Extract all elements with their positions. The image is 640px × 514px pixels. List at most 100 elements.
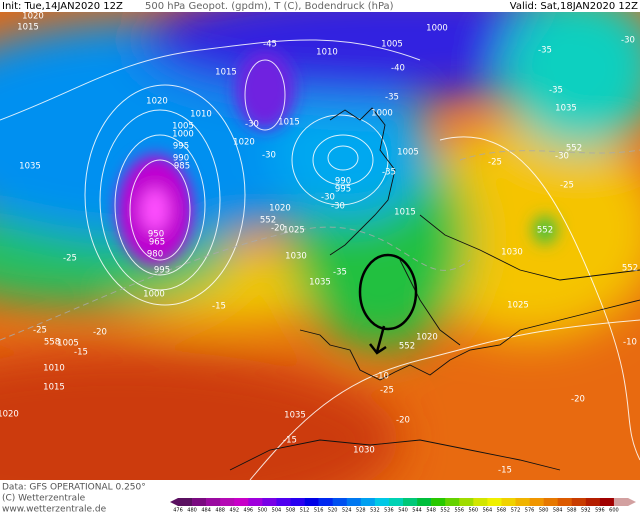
- data-source: Data: GFS OPERATIONAL 0.250°: [2, 483, 146, 493]
- colorbar-swatch: [599, 498, 615, 506]
- contour-label: 950: [148, 230, 164, 240]
- url: www.wetterzentrale.de: [2, 505, 107, 514]
- colorbar-swatch: [360, 498, 376, 506]
- colorbar-label: 540: [398, 508, 408, 514]
- colorbar-label: 528: [356, 508, 366, 514]
- colorbar-arrow-right: [628, 498, 636, 506]
- colorbar-swatch: [290, 498, 305, 506]
- colorbar-swatch: [248, 498, 263, 506]
- contour-label: -30: [262, 151, 276, 161]
- contour-label: -30: [331, 202, 345, 212]
- colorbar-swatch: [332, 498, 348, 506]
- colorbar: 476 480 484 488 492 496 500 504 508 512 516 520 524 5…: [170, 498, 636, 514]
- contour-label: -30: [321, 193, 335, 203]
- contour-label: 1015: [215, 68, 237, 78]
- colorbar-label: 584: [553, 508, 563, 514]
- colorbar-arrow-left: [170, 498, 178, 506]
- valid-text: Valid: Sat,18JAN2020 12Z: [510, 1, 638, 12]
- contour-label: 985: [174, 162, 190, 172]
- contour-label: 1005: [397, 148, 419, 158]
- colorbar-swatch: [346, 498, 362, 506]
- colorbar-label: 544: [412, 508, 422, 514]
- colorbar-swatch: [388, 498, 404, 506]
- colorbar-swatch: [431, 498, 446, 506]
- contour-label: -10: [623, 338, 637, 348]
- contour-label: -25: [63, 254, 77, 264]
- colorbar-swatch: [515, 498, 530, 506]
- colorbar-label: 524: [342, 508, 352, 514]
- contour-label: -35: [385, 93, 399, 103]
- contour-label: 1005: [381, 40, 403, 50]
- contour-label: 1010: [190, 110, 212, 120]
- colorbar-label: 504: [272, 508, 282, 514]
- colorbar-swatch: [557, 498, 573, 506]
- colorbar-label: 572: [511, 508, 521, 514]
- contour-label: -35: [549, 86, 563, 96]
- contour-label: -20: [571, 395, 585, 405]
- colorbar-swatch: [220, 498, 235, 506]
- contour-label: 1020: [146, 97, 168, 107]
- contour-label: -15: [498, 466, 512, 476]
- contour-label: -30: [555, 152, 569, 162]
- colorbar-swatch: [374, 498, 390, 506]
- contour-label: 1005: [172, 122, 194, 132]
- contour-label: 552: [622, 264, 638, 274]
- colorbar-label: 520: [328, 508, 338, 514]
- colorbar-swatch: [178, 498, 193, 506]
- contour-label: 1000: [371, 109, 393, 119]
- contour-label: -30: [245, 120, 259, 130]
- colorbar-swatch: [501, 498, 516, 506]
- contour-label: -25: [33, 326, 47, 336]
- colorbar-swatch: [473, 498, 488, 506]
- colorbar-label: 560: [469, 508, 479, 514]
- colorbar-swatch: [304, 498, 319, 506]
- contour-label: -25: [560, 181, 574, 191]
- contour-label: -35: [538, 46, 552, 56]
- contour-label: 1035: [19, 162, 41, 172]
- contour-label: 990: [173, 154, 189, 164]
- contour-label: 995: [154, 266, 170, 276]
- contour-label: 1015: [17, 23, 39, 33]
- colorbar-swatch: [613, 498, 629, 506]
- contour-label: -20: [93, 328, 107, 338]
- colorbar-label: 480: [187, 508, 197, 514]
- colorbar-swatch: [585, 498, 601, 506]
- contour-label: 1020: [22, 12, 44, 22]
- contour-label: 1000: [143, 290, 165, 300]
- colorbar-label: 476: [173, 508, 183, 514]
- contour-label: 552: [537, 226, 553, 236]
- colorbar-label: 508: [286, 508, 296, 514]
- contour-label: -20: [271, 224, 285, 234]
- colorbar-swatch: [529, 498, 544, 506]
- colorbar-label: 548: [426, 508, 436, 514]
- contour-label: -40: [391, 64, 405, 74]
- contour-label: 1025: [507, 301, 529, 311]
- colorbar-label: 516: [314, 508, 324, 514]
- contour-label: 1020: [269, 204, 291, 214]
- contour-label: -25: [488, 158, 502, 168]
- colorbar-label: 536: [384, 508, 394, 514]
- contour-label: 552: [399, 342, 415, 352]
- colorbar-label: 580: [539, 508, 549, 514]
- contour-label: -25: [380, 386, 394, 396]
- map-title: 500 hPa Geopot. (gpdm), T (C), Bodendruc…: [145, 1, 394, 12]
- contour-label: 1005: [57, 339, 79, 349]
- contour-label: 1010: [316, 48, 338, 58]
- contour-label: -35: [382, 168, 396, 178]
- contour-label: 552: [260, 216, 276, 226]
- contour-label: -45: [263, 40, 277, 50]
- colorbar-swatch: [459, 498, 474, 506]
- colorbar-swatch: [234, 498, 249, 506]
- colorbar-label: 568: [497, 508, 507, 514]
- contour-label: 965: [149, 238, 165, 248]
- colorbar-label: 592: [581, 508, 591, 514]
- contour-label: -35: [333, 268, 347, 278]
- contour-label: -10: [375, 372, 389, 382]
- contour-label: 1030: [501, 248, 523, 258]
- contour-label: 1030: [353, 446, 375, 456]
- colorbar-swatch: [192, 498, 207, 506]
- colorbar-swatch: [206, 498, 221, 506]
- contour-label: 1035: [555, 104, 577, 114]
- contour-label: 1010: [43, 364, 65, 374]
- colorbar-label: 596: [595, 508, 605, 514]
